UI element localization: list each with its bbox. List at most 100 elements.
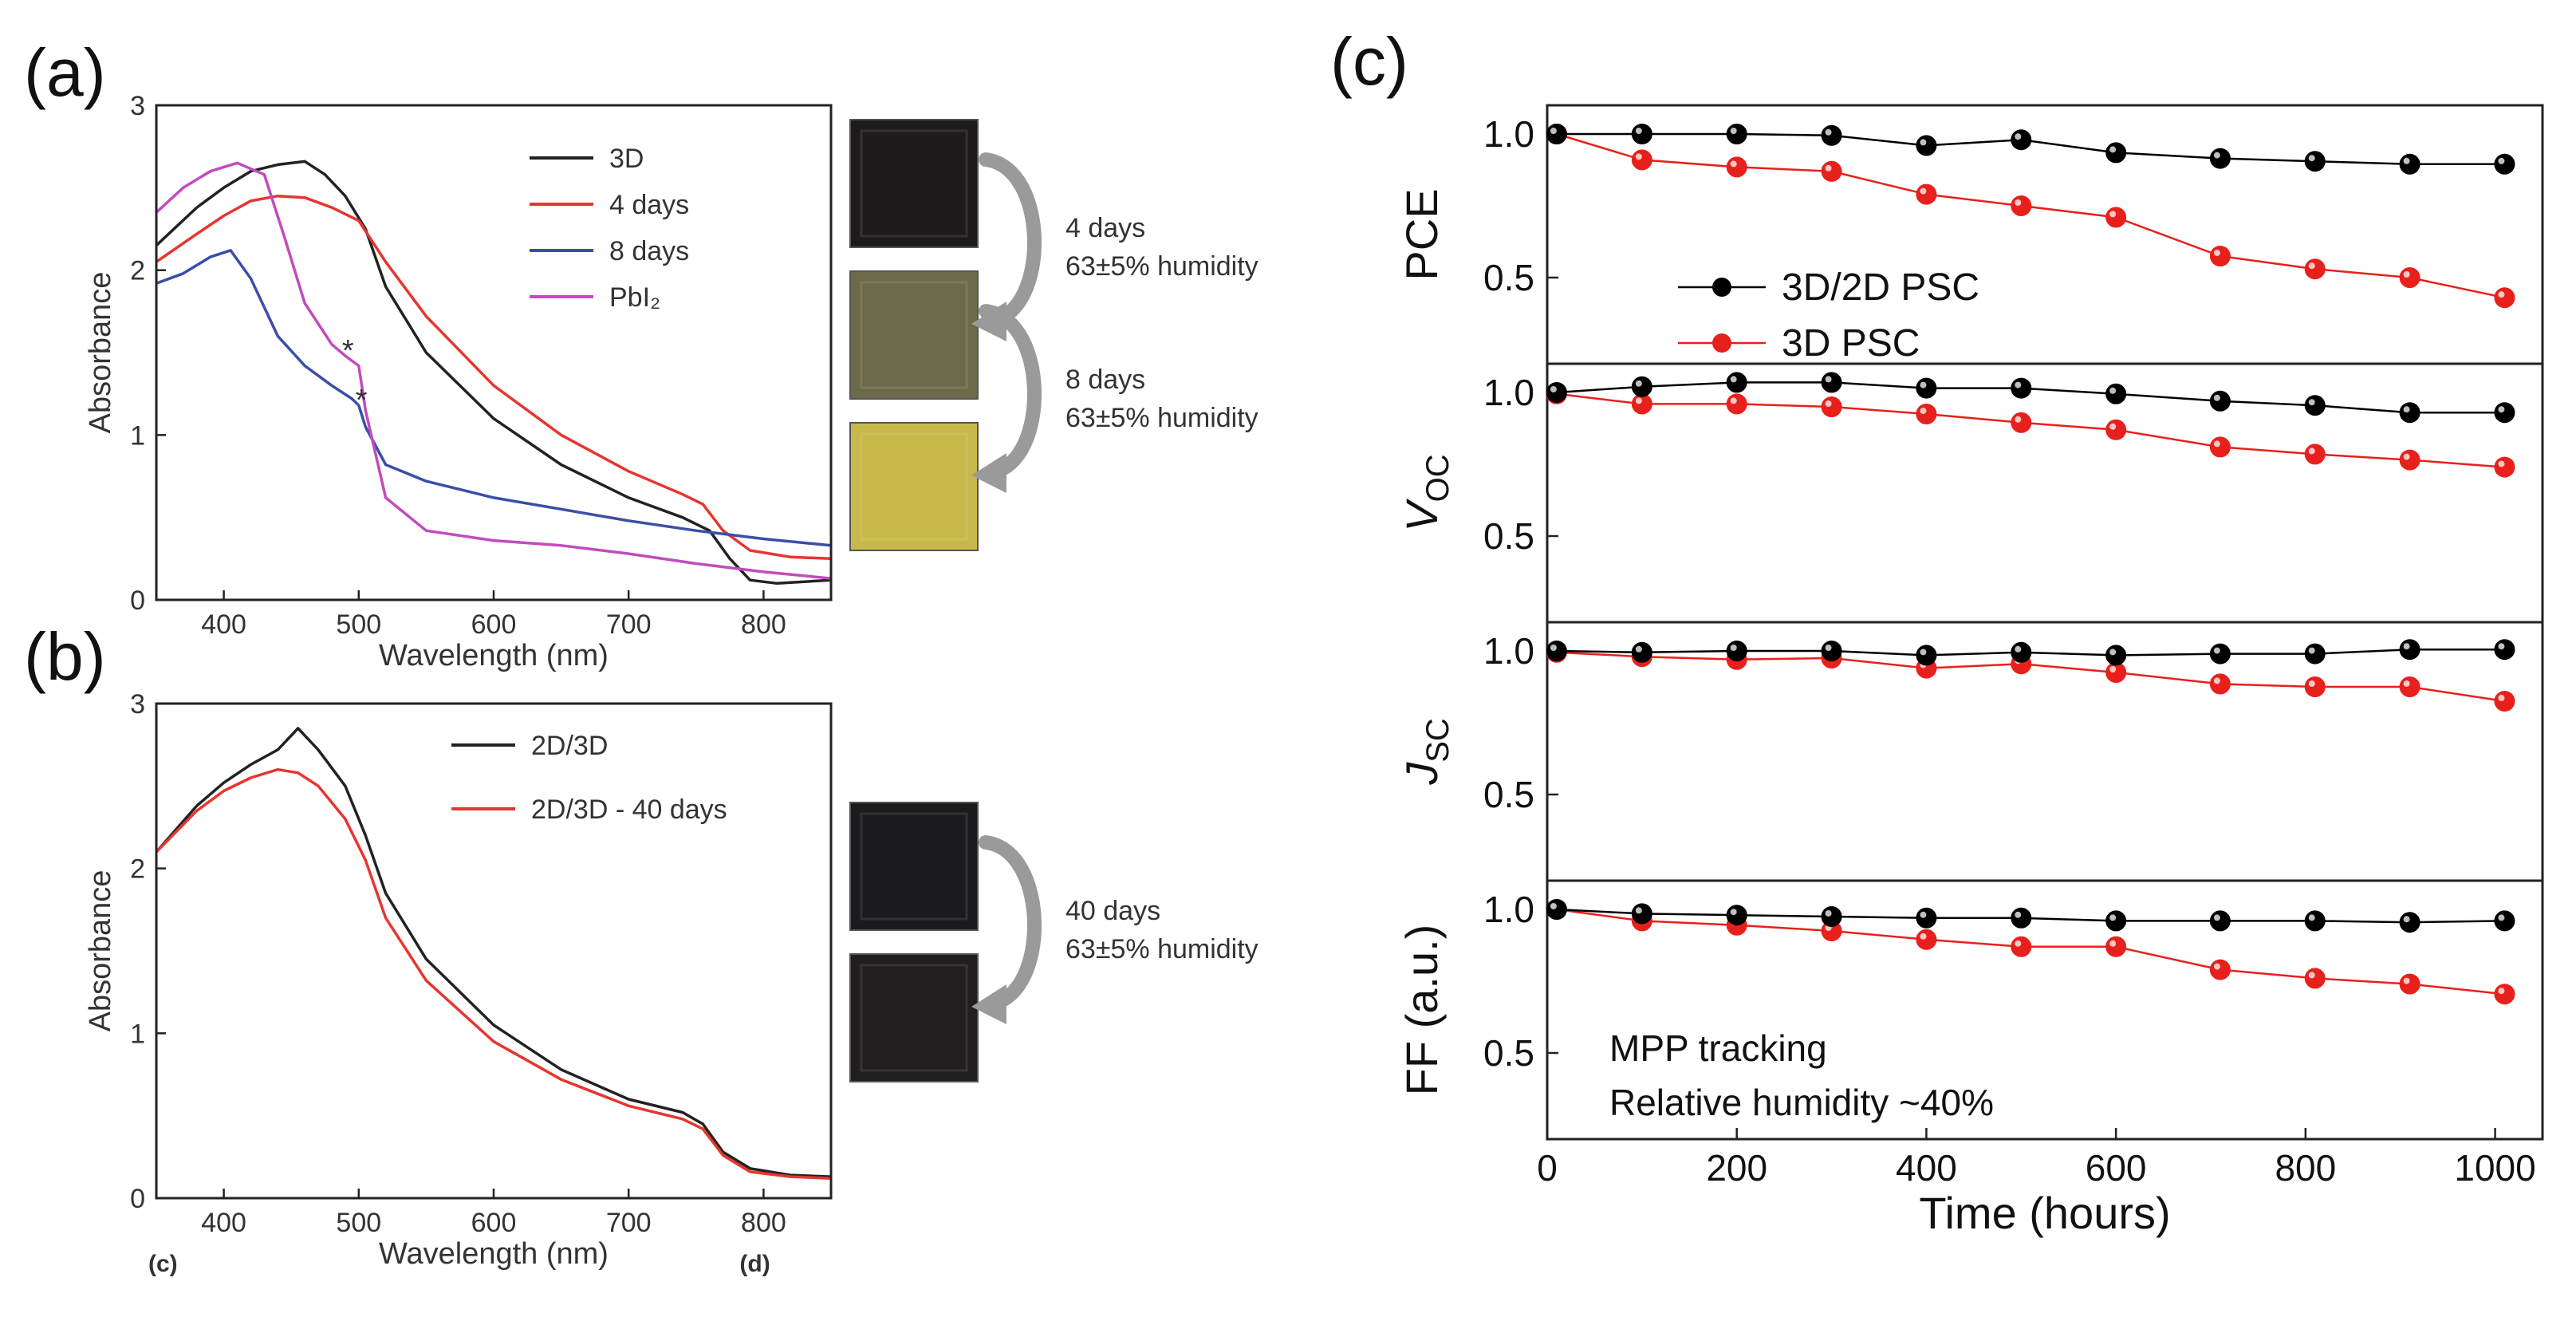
data-point-shine-2-0-6 (2109, 649, 2117, 656)
data-point-shine-0-0-0 (1550, 128, 1557, 134)
data-point-shine-2-0-5 (2015, 645, 2022, 653)
data-point-1-0-6 (2105, 383, 2127, 404)
annotation-duration-b-0: 40 days (1065, 896, 1160, 926)
data-point-0-0-7 (2209, 148, 2231, 169)
data-point-shine-2-1-7 (2213, 677, 2220, 684)
legend-label-a-0: 3D (609, 144, 644, 174)
data-point-3-1-7 (2209, 959, 2231, 980)
series-line-b-0 (156, 727, 831, 1178)
data-point-shine-1-0-5 (2015, 381, 2022, 388)
data-point-shine-1-1-9 (2403, 453, 2410, 460)
data-point-3-0-6 (2105, 910, 2127, 932)
subplot-frame-0 (1546, 104, 2544, 365)
data-point-0-1-3 (1821, 160, 1842, 182)
data-point-shine-1-1-5 (2015, 416, 2022, 423)
y-tick-label-b-2: 2 (130, 854, 145, 885)
data-point-shine-0-1-2 (1730, 160, 1737, 168)
subplot-y-label-3: FF (a.u.) (1396, 925, 1447, 1096)
data-point-shine-2-0-1 (1635, 645, 1642, 653)
data-point-shine-2-0-10 (2498, 643, 2505, 650)
data-point-shine-0-1-10 (2498, 291, 2505, 298)
panel-label-a: (a) (24, 35, 106, 110)
data-point-1-1-9 (2399, 449, 2420, 471)
subplot-y-tick-label-3-0: 0.5 (1483, 1032, 1534, 1074)
data-point-shine-2-0-3 (1825, 645, 1832, 651)
series-line-b-1 (156, 767, 831, 1180)
data-point-shine-0-0-3 (1825, 128, 1832, 136)
series-line-a-1 (156, 194, 831, 561)
data-point-shine-0-1-8 (2308, 262, 2315, 270)
data-point-3-0-10 (2494, 910, 2515, 932)
x-tick-label-b-0: 400 (201, 1208, 246, 1238)
data-point-2-1-10 (2494, 691, 2515, 712)
data-point-shine-0-0-8 (2308, 155, 2315, 162)
data-point-2-0-4 (1916, 645, 1937, 666)
annotation-humidity-a-0: 63±5% humidity (1065, 251, 1258, 282)
data-point-0-1-1 (1631, 149, 1652, 171)
c-legend-label-1: 3D PSC (1782, 322, 1920, 365)
subplot-line-0-1 (1556, 132, 2505, 299)
data-point-0-1-8 (2304, 258, 2326, 280)
film-photo-b-0 (849, 802, 979, 931)
corner-label-b-1: (d) (739, 1251, 770, 1277)
y-tick-label-a-2: 2 (130, 256, 145, 286)
subplot-frame-3 (1546, 879, 2544, 1141)
data-point-1-0-5 (2011, 377, 2032, 399)
plot-frame-b (155, 702, 833, 1200)
x-tick-label-b-1: 500 (336, 1208, 381, 1238)
data-point-0-1-6 (2105, 207, 2127, 228)
subplot-y-tick-label-1-1: 1.0 (1483, 372, 1534, 413)
arrow-head-b-0 (971, 984, 1006, 1024)
data-point-shine-1-0-7 (2213, 394, 2220, 401)
data-point-1-1-1 (1631, 393, 1652, 415)
curved-arrow-a-0 (979, 152, 1042, 328)
data-point-1-0-8 (2304, 395, 2326, 416)
legend-label-b-0: 2D/3D (531, 731, 608, 761)
curved-arrow-b-0 (979, 835, 1042, 1011)
subplot-y-tick-label-2-0: 0.5 (1483, 774, 1534, 815)
c-note-line-0: MPP tracking (1609, 1027, 1827, 1069)
data-point-0-1-4 (1916, 183, 1937, 205)
film-photo-a-2 (849, 422, 979, 551)
data-point-3-1-5 (2011, 936, 2032, 957)
data-point-shine-3-0-3 (1825, 910, 1832, 917)
data-point-1-0-4 (1916, 377, 1937, 399)
data-point-1-0-0 (1546, 382, 1567, 403)
data-point-3-0-8 (2304, 910, 2326, 932)
panel-label-b: (b) (24, 619, 106, 694)
data-point-shine-0-0-7 (2213, 152, 2220, 159)
x-tick-label-a-0: 400 (201, 609, 246, 640)
data-point-2-0-1 (1631, 641, 1652, 663)
data-point-3-1-8 (2304, 968, 2326, 989)
c-x-tick-label-0: 0 (1537, 1147, 1558, 1189)
film-photo-inner-a-0 (860, 129, 968, 238)
c-legend-marker-1 (1712, 333, 1731, 353)
data-point-2-0-10 (2494, 639, 2515, 660)
data-point-1-0-10 (2494, 402, 2515, 424)
data-point-2-0-6 (2105, 645, 2127, 666)
data-point-3-0-2 (1726, 905, 1747, 926)
data-point-shine-1-0-8 (2308, 399, 2315, 406)
c-x-tick-label-1: 200 (1706, 1147, 1767, 1189)
data-point-0-1-5 (2011, 195, 2032, 216)
data-point-shine-3-1-7 (2213, 963, 2220, 970)
data-point-2-0-0 (1546, 641, 1567, 661)
data-point-0-1-7 (2209, 246, 2231, 266)
data-point-2-1-8 (2304, 676, 2326, 697)
data-point-shine-3-0-1 (1635, 907, 1642, 914)
data-point-1-1-10 (2494, 456, 2515, 478)
data-point-shine-2-0-9 (2403, 643, 2410, 650)
svg-text:FF (a.u.): FF (a.u.) (1396, 925, 1447, 1096)
panel-label-c: (c) (1330, 24, 1408, 99)
y-tick-label-b-0: 0 (130, 1184, 145, 1214)
data-point-shine-2-0-0 (1550, 645, 1557, 651)
c-x-tick-label-3: 600 (2086, 1147, 2147, 1189)
data-point-shine-3-1-4 (1920, 933, 1927, 940)
corner-label-b-0: (c) (148, 1251, 178, 1277)
annotation-duration-a-0: 4 days (1065, 213, 1145, 243)
data-point-3-0-0 (1546, 899, 1567, 920)
arrow-head-a-1 (971, 453, 1006, 493)
data-point-shine-1-1-10 (2498, 460, 2505, 467)
data-point-3-1-9 (2399, 973, 2420, 995)
x-tick-label-b-3: 700 (606, 1208, 652, 1238)
